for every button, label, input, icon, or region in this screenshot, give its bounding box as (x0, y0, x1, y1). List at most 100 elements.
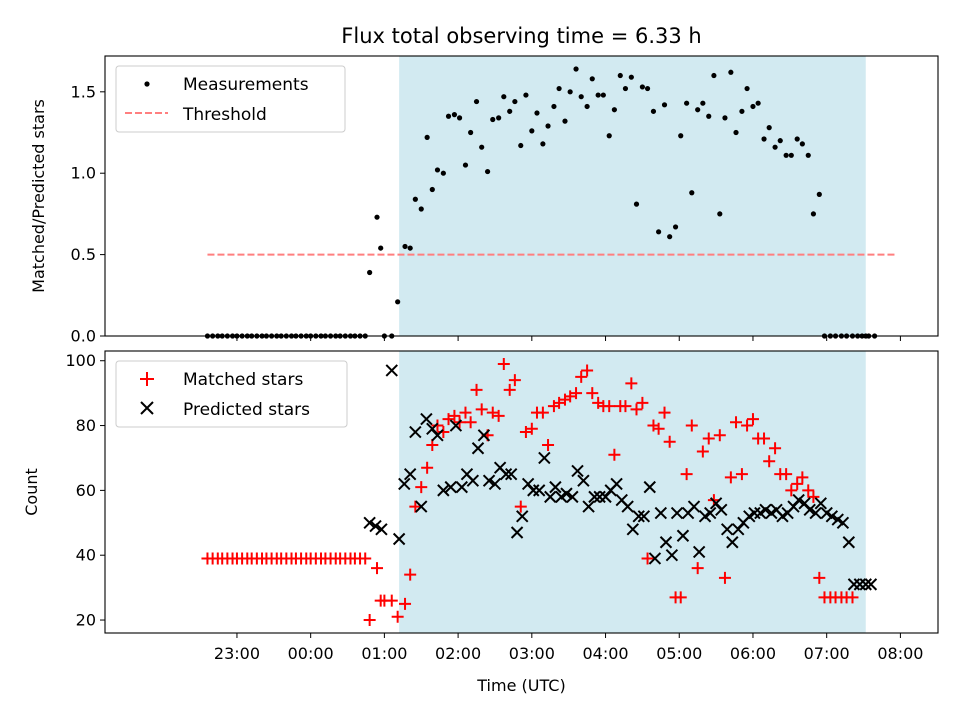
predicted-stars-point (825, 510, 839, 523)
matched-stars-point (735, 468, 748, 481)
measurements-point (378, 245, 384, 251)
measurements-point (407, 245, 413, 251)
matched-stars-point (385, 594, 398, 607)
predicted-stars-point (527, 484, 540, 497)
predicted-stars-point (431, 429, 444, 442)
measurements-point (589, 76, 595, 82)
legend-measurements-label: Measurements (183, 75, 309, 95)
measurements-point (744, 85, 750, 92)
measurements-point (367, 269, 373, 276)
measurements-point (667, 234, 673, 240)
matched-stars-point (459, 406, 472, 419)
matched-stars-point (619, 400, 632, 413)
measurements-point (644, 85, 651, 92)
ratio-y-axis-label: Matched/Predicted stars (29, 99, 48, 293)
measurements-point (507, 108, 513, 114)
predicted-stars-point (610, 477, 623, 491)
measurements-point (468, 129, 474, 136)
measurements-point (529, 128, 535, 134)
predicted-stars-point (582, 500, 595, 513)
measurements-point (479, 144, 485, 150)
predicted-stars-point (577, 474, 590, 487)
predicted-stars-point (403, 467, 417, 481)
y-tick-label: 80 (76, 416, 96, 435)
predicted-stars-point (715, 503, 728, 517)
legend-predicted-marker (140, 401, 154, 415)
predicted-stars-point (449, 419, 463, 432)
matched-stars-point (696, 445, 709, 458)
y-tick-label: 1.0 (71, 164, 96, 183)
counts-panel: 23:00 00:00 01:00 02:00 03:00 04:00 05:00 06:00… (22, 350, 939, 663)
matched-stars-point (652, 422, 665, 435)
predicted-stars-point (516, 510, 529, 523)
y-tick-label: 1.5 (71, 82, 96, 101)
matched-stars-point (713, 429, 726, 442)
predicted-stars-point (385, 364, 398, 377)
predicted-stars-point (692, 545, 706, 559)
predicted-stars-point (842, 536, 856, 549)
legend-predicted-label: Predicted stars (183, 400, 310, 420)
ratio-y-ticks: 0.0 0.5 1.0 1.5 (71, 82, 105, 346)
y-tick-label: 20 (76, 611, 96, 630)
predicted-stars-point (864, 578, 878, 591)
matched-stars-point (807, 490, 820, 503)
matched-stars-point (780, 468, 793, 481)
counts-x-ticks: 23:00 00:00 01:00 02:00 03:00 04:00 05:00 06:00… (214, 633, 923, 663)
matched-stars-point (415, 481, 428, 494)
predicted-stars-point (363, 516, 376, 530)
measurements-point (545, 123, 551, 129)
matched-stars-point (663, 435, 676, 448)
y-tick-label: 40 (76, 546, 96, 565)
predicted-stars-point (549, 480, 562, 494)
predicted-stars-point (643, 480, 656, 494)
observing-window-shade-bottom (399, 351, 866, 633)
predicted-stars-point (720, 523, 734, 536)
predicted-stars-point (482, 474, 496, 487)
matched-stars-point (391, 610, 404, 623)
observing-window-shade-top (399, 56, 866, 336)
measurements-point (661, 102, 668, 108)
predicted-stars-point (648, 552, 662, 565)
predicted-stars-point (477, 429, 491, 442)
matched-stars-point (791, 477, 804, 490)
x-tick-label: 08:00 (877, 644, 923, 663)
measurements-point (473, 98, 480, 105)
measurements-point (816, 191, 822, 197)
counts-series-layer (201, 357, 878, 627)
measurements-point (523, 92, 529, 98)
predicted-stars-point (704, 506, 717, 520)
y-tick-label: 0.5 (71, 245, 96, 264)
measurements-point (650, 108, 657, 114)
measurements-point (578, 94, 584, 100)
measurements-point (656, 229, 662, 235)
counts-y-axis-label: Count (22, 468, 41, 516)
measurements-point (628, 74, 634, 80)
legend-matched-marker (140, 372, 154, 386)
measurements-point (501, 94, 507, 100)
matched-stars-point (724, 471, 737, 484)
measurements-point (567, 89, 573, 95)
measurements-point (462, 162, 469, 168)
x-tick-label: 00:00 (288, 644, 334, 663)
matched-stars-point (680, 468, 693, 481)
matched-stars-point (730, 416, 743, 429)
measurements-point (728, 69, 734, 75)
matched-stars-point (536, 406, 549, 419)
y-tick-label: 100 (65, 351, 96, 370)
predicted-stars-point (836, 516, 850, 530)
measurements-point (412, 196, 418, 202)
predicted-stars-point (588, 490, 601, 504)
predicted-stars-point (809, 506, 822, 520)
measurements-point (750, 103, 756, 110)
matched-stars-point (371, 562, 384, 575)
measurements-point (788, 152, 794, 158)
legend-threshold-label: Threshold (182, 105, 267, 125)
predicted-stars-point (409, 425, 422, 439)
predicted-stars-point (759, 503, 772, 517)
matched-stars-point (785, 484, 798, 497)
measurements-point (456, 115, 463, 121)
measurements-point (551, 103, 557, 110)
predicted-stars-point (538, 451, 551, 465)
matched-stars-point (514, 500, 527, 513)
matched-stars-point (846, 591, 859, 604)
